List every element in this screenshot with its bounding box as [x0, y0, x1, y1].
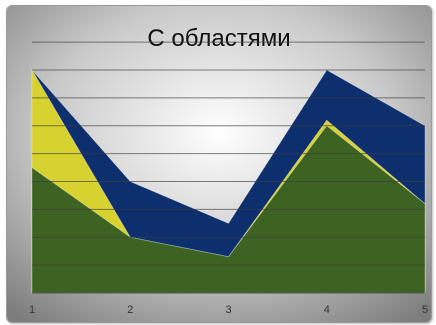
- x-tick-label: 1: [29, 304, 35, 316]
- area-chart: С областями 1 2 3 4 5: [7, 6, 431, 322]
- chart-frame: С областями 1 2 3 4 5: [6, 5, 432, 323]
- chart-title: С областями: [147, 25, 290, 52]
- x-tick-label: 4: [324, 304, 330, 316]
- area-series-3: [31, 125, 426, 294]
- x-tick-label: 2: [127, 304, 133, 316]
- x-tick-label: 3: [225, 304, 231, 316]
- x-tick-label: 5: [422, 304, 428, 316]
